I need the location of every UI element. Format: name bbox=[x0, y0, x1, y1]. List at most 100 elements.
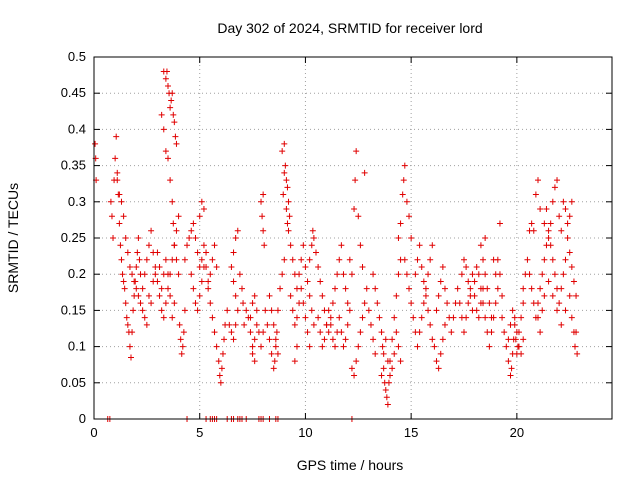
data-point bbox=[150, 278, 157, 285]
data-point bbox=[357, 242, 364, 249]
data-point bbox=[422, 285, 429, 292]
data-point bbox=[128, 354, 134, 361]
data-point bbox=[145, 292, 152, 299]
data-point bbox=[258, 343, 265, 350]
data-point bbox=[370, 336, 377, 343]
data-point bbox=[387, 372, 393, 379]
data-point bbox=[141, 314, 148, 321]
data-point bbox=[270, 365, 277, 372]
data-point bbox=[384, 401, 391, 408]
data-point bbox=[382, 336, 389, 343]
data-point bbox=[261, 242, 268, 249]
data-point bbox=[437, 278, 444, 285]
data-point bbox=[167, 177, 174, 184]
data-point bbox=[126, 263, 133, 270]
data-point bbox=[130, 307, 137, 314]
data-point bbox=[435, 292, 442, 299]
data-point bbox=[271, 358, 278, 365]
data-point bbox=[319, 343, 326, 350]
data-point bbox=[287, 292, 294, 299]
data-point bbox=[547, 220, 554, 227]
data-point bbox=[281, 169, 288, 176]
data-point bbox=[562, 206, 569, 213]
data-point bbox=[429, 242, 436, 249]
data-point bbox=[280, 191, 287, 198]
x-tick-label: 5 bbox=[196, 425, 203, 440]
data-point bbox=[281, 256, 288, 263]
data-point bbox=[492, 271, 499, 278]
data-point bbox=[309, 227, 316, 234]
data-point bbox=[279, 271, 286, 278]
data-point bbox=[129, 329, 136, 336]
data-point bbox=[134, 249, 141, 256]
data-point bbox=[408, 235, 415, 241]
data-point bbox=[306, 256, 313, 263]
data-point bbox=[568, 263, 575, 270]
data-point bbox=[351, 206, 358, 213]
data-point bbox=[573, 329, 580, 336]
data-point bbox=[121, 285, 128, 292]
data-point bbox=[270, 321, 277, 328]
data-point bbox=[186, 235, 193, 241]
data-point bbox=[545, 278, 552, 285]
data-point bbox=[558, 321, 565, 328]
data-point bbox=[170, 111, 177, 118]
data-point bbox=[528, 285, 535, 292]
axes: 0 5 10 15 20 0 0.05 0.1 0.15 0.2 0.25 0.3 0.35 0.4 0.4… bbox=[61, 49, 612, 440]
data-point bbox=[429, 336, 436, 343]
data-point bbox=[279, 148, 286, 155]
data-point bbox=[499, 314, 506, 321]
data-point bbox=[382, 387, 389, 394]
data-point bbox=[397, 220, 404, 227]
data-point bbox=[200, 263, 207, 270]
grid-lines bbox=[94, 57, 612, 419]
data-point bbox=[408, 300, 415, 307]
data-point bbox=[113, 133, 120, 140]
data-point bbox=[512, 336, 519, 343]
data-point bbox=[482, 314, 489, 321]
data-point bbox=[384, 358, 391, 365]
data-point bbox=[389, 336, 396, 343]
data-point bbox=[490, 314, 497, 321]
data-point bbox=[395, 235, 402, 241]
data-point bbox=[562, 256, 569, 263]
data-point bbox=[486, 343, 493, 350]
data-point bbox=[346, 307, 353, 314]
data-point bbox=[181, 307, 188, 314]
data-point bbox=[203, 249, 210, 256]
data-point bbox=[471, 278, 478, 285]
data-point bbox=[467, 285, 474, 292]
data-point bbox=[313, 249, 319, 256]
data-point bbox=[568, 314, 575, 321]
data-point bbox=[338, 329, 345, 336]
data-point bbox=[124, 321, 131, 328]
data-point bbox=[171, 242, 178, 249]
data-point bbox=[272, 343, 279, 350]
data-point bbox=[169, 90, 176, 97]
data-point bbox=[172, 133, 179, 140]
data-point bbox=[353, 148, 360, 155]
data-point bbox=[475, 314, 482, 321]
data-point bbox=[420, 278, 427, 285]
data-point bbox=[162, 300, 169, 307]
data-point bbox=[526, 271, 533, 278]
data-point bbox=[116, 191, 123, 198]
data-point bbox=[131, 278, 138, 285]
data-point bbox=[148, 300, 155, 307]
data-point bbox=[169, 314, 176, 321]
y-tick-label: 0.5 bbox=[68, 49, 86, 64]
data-point bbox=[180, 329, 187, 336]
data-point bbox=[308, 242, 315, 249]
data-point bbox=[207, 271, 214, 278]
data-point bbox=[395, 271, 402, 278]
data-point bbox=[178, 350, 185, 357]
data-point bbox=[139, 285, 146, 292]
data-point bbox=[480, 256, 487, 263]
data-point bbox=[564, 235, 571, 241]
data-point bbox=[228, 263, 235, 270]
data-point bbox=[549, 292, 556, 299]
data-point bbox=[562, 307, 569, 314]
data-point bbox=[461, 256, 467, 263]
data-point bbox=[486, 300, 493, 307]
data-point bbox=[221, 336, 228, 343]
